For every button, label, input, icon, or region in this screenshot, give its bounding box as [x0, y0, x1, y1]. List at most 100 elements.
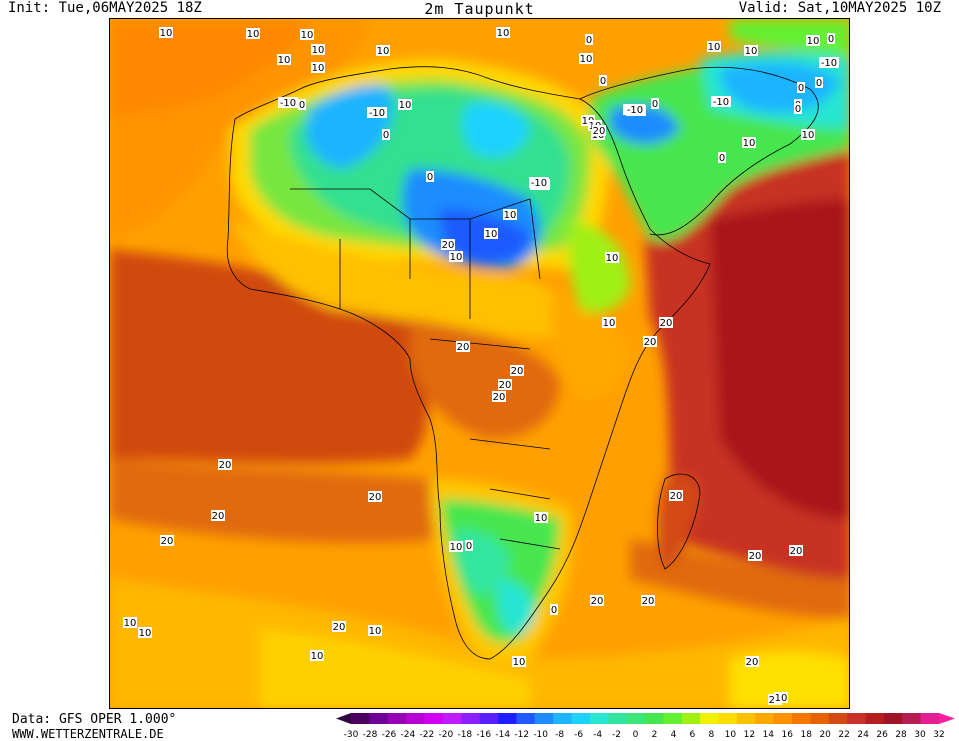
colorbar-swatch [387, 713, 407, 724]
contour-label: 0 [298, 99, 306, 111]
svg-text:10: 10 [497, 28, 510, 39]
colorbar-tick-label: 10 [725, 730, 737, 740]
contour-label: -10 [819, 57, 839, 69]
colorbar-tick-label: 16 [782, 730, 794, 740]
contour-label: 10 [398, 99, 412, 111]
contour-label: -10 [367, 107, 387, 119]
contour-label: 10 [534, 512, 548, 524]
colorbar-tick-label: -10 [533, 730, 548, 740]
contour-label: -10 [711, 96, 731, 108]
contour-label: 20 [641, 595, 655, 607]
contour-label: 10 [123, 617, 137, 629]
svg-text:10: 10 [513, 657, 526, 668]
colorbar-swatch [461, 713, 481, 724]
colorbar-tick-label: -4 [593, 730, 602, 740]
contour-label: 0 [465, 540, 473, 552]
colorbar-swatch [736, 713, 756, 724]
svg-text:0: 0 [816, 78, 822, 89]
contour-label: 10 [707, 41, 721, 53]
contour-label: 20 [745, 656, 759, 668]
contour-label: 20 [218, 459, 232, 471]
contour-label: 10 [744, 45, 758, 57]
colorbar-tick-label: 8 [709, 730, 715, 740]
svg-text:10: 10 [377, 46, 390, 57]
contour-label: 20 [211, 510, 225, 522]
svg-text:20: 20 [746, 657, 759, 668]
svg-text:20: 20 [749, 551, 762, 562]
colorbar-tick-label: 4 [671, 730, 677, 740]
colorbar-swatch [718, 713, 738, 724]
svg-text:20: 20 [369, 492, 382, 503]
contour-label: 10 [311, 44, 325, 56]
colorbar-tick-label: -6 [574, 730, 583, 740]
svg-text:-10: -10 [627, 105, 643, 116]
contour-label: 20 [643, 336, 657, 348]
colorbar-swatch [553, 713, 572, 724]
colorbar-tick-label: -14 [495, 730, 510, 740]
svg-text:10: 10 [485, 229, 498, 240]
colorbar-swatch [700, 713, 719, 724]
svg-text:20: 20 [212, 511, 225, 522]
svg-text:20: 20 [499, 380, 512, 391]
svg-text:10: 10 [247, 29, 260, 40]
svg-text:0: 0 [719, 153, 725, 164]
svg-text:10: 10 [312, 63, 325, 74]
svg-text:10: 10 [743, 138, 756, 149]
colorbar-tick-label: -24 [401, 730, 416, 740]
colorbar-swatch [608, 713, 628, 724]
svg-text:10: 10 [450, 252, 463, 263]
svg-text:-10: -10 [821, 58, 837, 69]
svg-text:10: 10 [399, 100, 412, 111]
svg-text:0: 0 [600, 76, 606, 87]
colorbar-swatch [406, 713, 425, 724]
colorbar-swatch [516, 713, 536, 724]
svg-text:20: 20 [670, 491, 683, 502]
contour-label: 10 [742, 137, 756, 149]
contour-label: 10 [138, 627, 152, 639]
coastlines [226, 66, 819, 660]
colorbar-swatch [589, 713, 609, 724]
svg-text:10: 10 [535, 513, 548, 524]
contour-label: 20 [498, 379, 512, 391]
map-canvas: 10101010101010101000101000-100-10010-101… [110, 19, 849, 708]
contour-label: 20 [669, 490, 683, 502]
colorbar-max-arrow [939, 713, 955, 724]
contour-label: 0 [426, 171, 434, 183]
colorbar-swatch [773, 713, 793, 724]
colorbar-tick-label: -12 [514, 730, 529, 740]
colorbar-swatch [902, 713, 922, 724]
colorbar-swatch [369, 713, 389, 724]
colorbar-swatch [571, 713, 591, 724]
colorbar-tick-label: 22 [838, 730, 849, 740]
svg-text:0: 0 [551, 605, 557, 616]
colorbar-tick-label: 24 [857, 730, 869, 740]
svg-text:10: 10 [450, 542, 463, 553]
colorbar-tick-label: 18 [800, 730, 812, 740]
contour-label: 10 [376, 45, 390, 57]
contour-label: 20 [332, 621, 346, 633]
contour-label: -10 [278, 97, 298, 109]
colorbar-swatch [663, 713, 683, 724]
colorbar-tick-label: 12 [744, 730, 755, 740]
colorbar-swatch [865, 713, 885, 724]
svg-text:10: 10 [745, 46, 758, 57]
colorbar: -30 -28 -26 -24 -22 -20 -18 -16 -14 -12 -10 -8 -6 -4-… [336, 713, 955, 740]
contour-label: 0 [382, 129, 390, 141]
svg-text:10: 10 [278, 55, 291, 66]
valid-time: Valid: Sat,10MAY2025 10Z [738, 0, 941, 16]
contour-label: 20 [789, 545, 803, 557]
svg-text:10: 10 [124, 618, 137, 629]
site-credit: WWW.WETTERZENTRALE.DE [12, 727, 164, 741]
svg-text:-10: -10 [713, 97, 729, 108]
contour-label: 10 [605, 252, 619, 264]
svg-text:0: 0 [795, 104, 801, 115]
svg-text:20: 20 [161, 536, 174, 547]
colorbar-tick-label: -2 [612, 730, 621, 740]
colorbar-swatch [847, 713, 866, 724]
dewpoint-map: 10101010101010101000101000-100-10010-101… [109, 18, 850, 709]
contour-label: 10 [512, 656, 526, 668]
svg-text:-10: -10 [531, 178, 547, 189]
colorbar-tick-label: 26 [876, 730, 888, 740]
colorbar-swatch [645, 713, 664, 724]
colorbar-tick-label: 28 [895, 730, 907, 740]
